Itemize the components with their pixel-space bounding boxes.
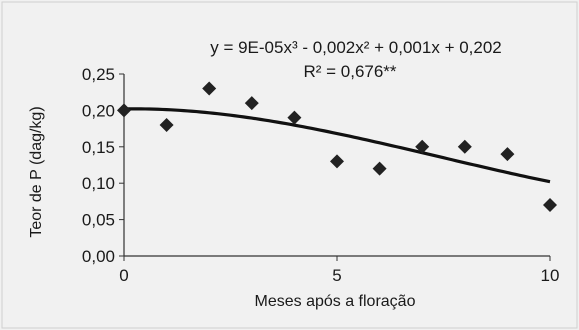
y-tick-label: 0,10 (82, 174, 115, 193)
y-tick-label: 0,20 (82, 101, 115, 120)
data-point (287, 110, 302, 125)
data-point (500, 147, 515, 162)
data-point (159, 117, 174, 132)
y-axis-title: Teor de P (dag/kg) (28, 106, 45, 237)
data-point (330, 154, 344, 169)
x-tick-label: 5 (332, 266, 341, 285)
trendline-curve (123, 107, 551, 184)
x-tick-label: 10 (541, 266, 560, 285)
y-tick-label: 0,25 (82, 65, 115, 84)
x-axis-title: Meses após a floração (255, 293, 416, 310)
data-point (244, 96, 259, 111)
data-point (457, 139, 472, 154)
y-tick-label: 0,15 (82, 138, 115, 157)
data-point (117, 103, 131, 118)
data-point (372, 161, 387, 176)
y-tick-label: 0,00 (82, 247, 115, 266)
data-point (202, 81, 217, 96)
x-tick-label: 0 (119, 266, 128, 285)
data-point (415, 139, 430, 154)
r-squared-label: R² = 0,676** (303, 62, 396, 81)
plot-area: 0,00 0,05 0,10 0,15 0,20 0,25 0 5 10 (82, 65, 560, 285)
y-tick-label: 0,05 (82, 211, 115, 230)
trendline-equation: y = 9E-05x³ - 0,002x² + 0,001x + 0,202 (210, 38, 502, 57)
data-point (543, 198, 557, 213)
